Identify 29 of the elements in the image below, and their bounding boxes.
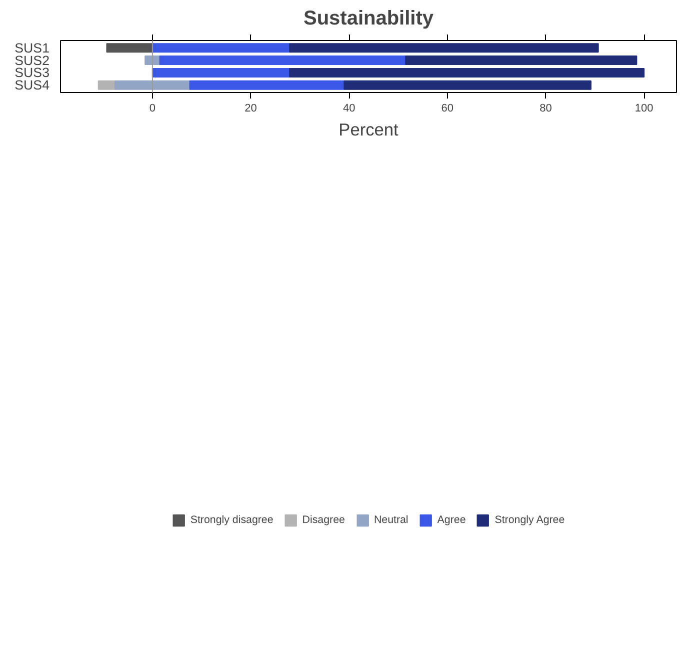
legend-label: Disagree xyxy=(302,514,345,526)
bar xyxy=(344,80,592,90)
x-tick-label: 80 xyxy=(540,102,552,114)
x-axis-title: Percent xyxy=(338,120,399,140)
y-tick-label: SUS3 xyxy=(14,65,50,80)
bar xyxy=(114,80,190,90)
legend-label: Agree xyxy=(437,514,466,526)
legend-label: Neutral xyxy=(374,514,408,526)
bar xyxy=(98,80,116,90)
legend-label: Strongly disagree xyxy=(190,514,274,526)
bar xyxy=(159,56,406,66)
chart-title: Sustainability xyxy=(303,8,434,30)
y-tick-label: SUS1 xyxy=(14,40,50,56)
bar xyxy=(289,68,645,78)
bar xyxy=(189,80,345,90)
bar xyxy=(106,43,153,53)
bar xyxy=(152,43,290,53)
bar xyxy=(152,68,290,78)
x-tick-label: 40 xyxy=(342,102,356,114)
y-tick-label: SUS4 xyxy=(14,78,50,93)
x-tick-label: 20 xyxy=(244,102,257,114)
y-tick-label: SUS2 xyxy=(14,52,50,68)
x-tick-label: 100 xyxy=(634,102,654,114)
legend-label: Strongly Agree xyxy=(494,514,565,526)
bar xyxy=(144,56,160,66)
bar xyxy=(289,43,599,53)
x-tick-label: 60 xyxy=(441,102,454,114)
x-tick-label: 0 xyxy=(149,102,156,114)
bar xyxy=(405,56,638,66)
